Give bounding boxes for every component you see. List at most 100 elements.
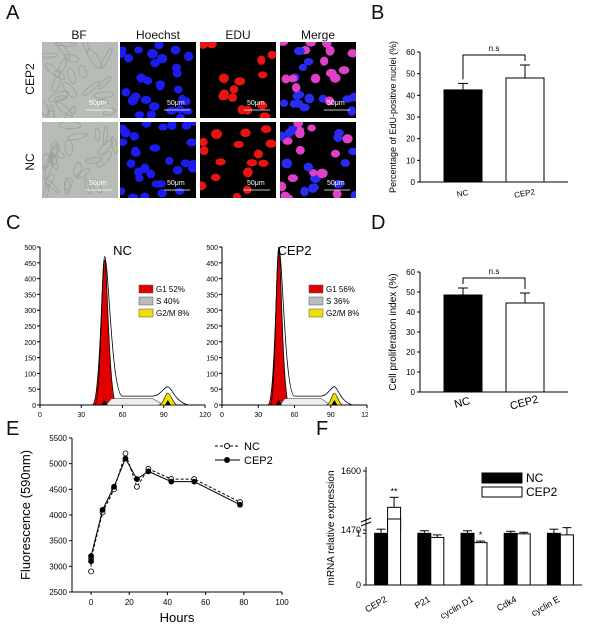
nucleus <box>349 92 356 102</box>
nucleus <box>130 148 141 157</box>
legend-swatch <box>138 296 154 306</box>
bar-cep2 <box>473 542 488 586</box>
bf-cell <box>53 70 66 80</box>
legend-swatch <box>308 308 324 318</box>
nucleus <box>265 139 276 148</box>
legend-label: G1 52% <box>156 285 185 294</box>
bf-cell <box>82 42 89 54</box>
nucleus <box>281 158 293 169</box>
bf-cell <box>84 177 92 195</box>
g1-peak <box>267 249 291 406</box>
y-tick-label: 20 <box>406 348 415 357</box>
nucleus <box>295 145 305 155</box>
category-label: Cdk4 <box>495 594 518 613</box>
bf-cell <box>102 108 117 116</box>
nucleus <box>120 124 128 134</box>
y-tick-label: 60 <box>406 268 415 277</box>
nucleus <box>310 73 321 84</box>
nucleus <box>304 93 315 104</box>
bf-background <box>42 42 118 118</box>
nucleus <box>127 193 139 198</box>
nucleus <box>342 134 353 144</box>
significance-label: n.s <box>489 267 500 276</box>
x-tick-label: 30 <box>77 412 85 419</box>
nucleus <box>330 149 340 158</box>
category-label: cyclin D1 <box>438 594 475 621</box>
nucleus <box>166 106 178 115</box>
nucleus <box>257 101 268 110</box>
chart-d-proliferation-index: 0 10 20 30 40 50 60 Cell proliferation index (%… <box>388 267 568 413</box>
bf-cell <box>58 122 82 130</box>
data-point <box>191 478 198 485</box>
bf-cell <box>82 80 101 96</box>
nucleus <box>295 128 305 139</box>
nucleus <box>259 112 269 118</box>
y-tick-label: 500 <box>206 245 218 252</box>
nucleus <box>124 53 134 63</box>
nucleus <box>293 122 303 128</box>
nucleus <box>240 128 251 138</box>
y-tick-label: 100 <box>206 371 218 378</box>
significance-mark: ** <box>391 486 399 496</box>
legend-label: G1 56% <box>326 285 355 294</box>
significance-bracket <box>462 277 526 289</box>
nucleus <box>200 137 208 147</box>
x-tick-label: 60 <box>291 412 299 419</box>
legend-label: S 40% <box>156 297 180 306</box>
bf-cell <box>66 67 77 85</box>
nucleus <box>316 168 328 179</box>
bf-cell <box>64 54 79 63</box>
x-tick-label: 30 <box>254 412 262 419</box>
nucleus <box>165 156 174 165</box>
y-tick-label: 4000 <box>49 511 67 520</box>
micrograph-bf-nc <box>42 122 118 198</box>
col-header-merge: Merge <box>300 28 335 42</box>
panel-label-b: B <box>371 2 385 24</box>
x-tick-label: 90 <box>160 412 168 419</box>
nucleus <box>156 54 168 64</box>
y-tick-label: 0 <box>214 403 218 410</box>
nucleus <box>281 74 291 84</box>
nucleus <box>200 146 209 156</box>
nucleus <box>303 57 314 66</box>
x-axis-label: Hours <box>160 610 195 625</box>
significance-label: n.s <box>489 44 500 53</box>
category-label: cyclin E <box>530 594 562 618</box>
bf-cell <box>98 76 111 90</box>
bar-nc <box>443 89 483 183</box>
nucleus <box>267 50 276 59</box>
category-label: NC <box>456 188 469 199</box>
nucleus <box>172 165 183 175</box>
nucleus <box>150 59 160 68</box>
y-tick-label: 250 <box>206 324 218 331</box>
bf-cell <box>55 101 73 117</box>
y-axis-label: Percentage of EdU-positive nuclei (%) <box>388 41 398 193</box>
bf-cell <box>51 75 61 93</box>
nucleus <box>287 174 299 183</box>
nucleus <box>134 167 143 177</box>
y-axis-label: Cell proliferation index (%) <box>388 273 399 390</box>
scale-bar-label: 50μm <box>327 100 345 107</box>
nucleus <box>309 169 318 177</box>
significance-mark: * <box>479 530 483 540</box>
data-point <box>134 476 140 482</box>
scale-bar-label: 50μm <box>247 100 265 107</box>
x-tick-label: 60 <box>201 598 210 607</box>
scale-bar-label: 50μm <box>247 180 265 187</box>
g2m-peak <box>158 392 178 406</box>
nucleus <box>167 122 177 131</box>
legend-label: NC <box>526 471 544 485</box>
nucleus <box>280 181 287 192</box>
x-tick-label: 40 <box>163 598 172 607</box>
nucleus <box>155 80 166 88</box>
scale-bar-label: 50μm <box>167 180 185 187</box>
y-tick-label: 50 <box>28 387 36 394</box>
scale-bar-label: 50μm <box>89 180 107 187</box>
nucleus <box>233 140 244 149</box>
legend-swatch <box>138 308 154 318</box>
bf-cell <box>46 110 56 118</box>
bar-nc <box>460 532 475 586</box>
data-point <box>88 558 94 565</box>
y-tick-label: 50 <box>210 387 218 394</box>
nucleus <box>157 188 167 198</box>
